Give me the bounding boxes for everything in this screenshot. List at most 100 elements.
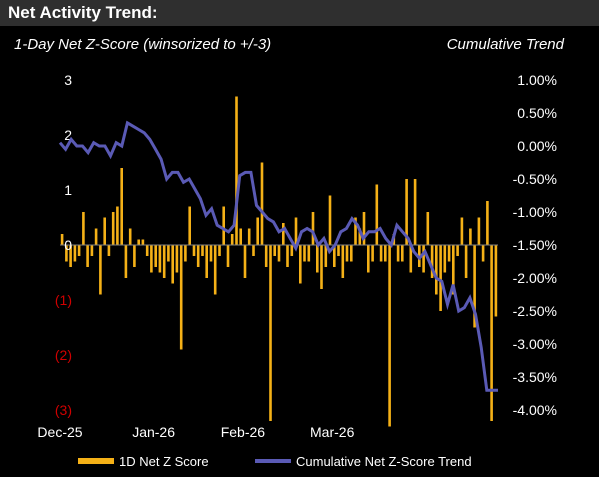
right-axis-tick-label: -3.00% [513, 336, 557, 352]
left-axis-ticks: 3 2 1 0 (1) (2) (3) [55, 72, 72, 418]
legend-bar-swatch [78, 458, 114, 464]
right-axis-tick-label: -0.50% [513, 171, 557, 187]
bar [337, 245, 340, 256]
bar [239, 228, 242, 245]
left-axis-subtitle: 1-Day Net Z-Score (winsorized to +/-3) [14, 36, 272, 53]
bar [405, 179, 408, 245]
bar [443, 245, 447, 273]
bar [401, 245, 404, 262]
bar [375, 184, 379, 245]
bar [188, 206, 191, 245]
bar [192, 245, 196, 256]
bar [396, 245, 400, 262]
chart-title: Net Activity Trend: [8, 3, 158, 22]
left-axis-tick-label: (2) [55, 347, 72, 363]
x-axis-tick-label: Feb-26 [221, 424, 266, 440]
bar [184, 245, 187, 262]
bar [65, 245, 68, 262]
bar [494, 245, 498, 317]
bar [150, 245, 153, 273]
bar [320, 245, 323, 289]
bar [290, 245, 294, 256]
bar [456, 245, 459, 256]
cumulative-trend-line [58, 120, 498, 392]
bar [73, 245, 77, 262]
bar [252, 245, 255, 256]
left-axis-tick-label: (3) [55, 402, 72, 418]
bar [103, 217, 106, 245]
bar [469, 228, 472, 245]
bar [307, 245, 311, 262]
bar [379, 245, 383, 262]
bar [137, 239, 140, 245]
bar [171, 245, 174, 284]
left-axis-tick-label: 0 [64, 237, 72, 253]
bar [264, 245, 268, 267]
bar [179, 245, 183, 350]
bar [422, 245, 425, 273]
bar [158, 245, 162, 273]
bar [124, 245, 128, 278]
legend-line-label: Cumulative Net Z-Score Trend [296, 454, 472, 469]
left-axis-tick-label: (1) [55, 292, 72, 308]
bar [490, 245, 493, 421]
x-axis-tick-label: Dec-25 [37, 424, 82, 440]
bar [473, 245, 476, 328]
bar [90, 245, 94, 256]
bar [145, 245, 149, 256]
bar [464, 245, 468, 278]
bar [452, 245, 455, 295]
x-axis-ticks: Dec-25 Jan-26 Feb-26 Mar-26 [37, 424, 354, 440]
bar [460, 217, 464, 245]
right-axis-tick-label: -2.00% [513, 270, 557, 286]
right-axis-tick-label: 0.00% [517, 138, 557, 154]
bar [324, 245, 328, 267]
bar [333, 245, 336, 267]
bar [99, 245, 102, 295]
bar [311, 212, 315, 245]
right-axis-subtitle: Cumulative Trend [446, 36, 564, 53]
bar [328, 195, 332, 245]
bar [209, 245, 213, 262]
bar [141, 239, 145, 245]
bar [82, 212, 85, 245]
bar [175, 245, 179, 273]
bar [243, 245, 247, 278]
bar [350, 245, 353, 262]
bar [128, 228, 132, 245]
bar [435, 245, 438, 295]
bar [447, 245, 451, 262]
bar [294, 217, 298, 245]
bar [60, 234, 64, 245]
bar [282, 223, 285, 245]
right-axis-tick-label: -1.50% [513, 237, 557, 253]
bar [230, 234, 234, 245]
bar [120, 168, 123, 245]
right-axis-tick-label: -3.50% [513, 369, 557, 385]
bar [162, 245, 166, 278]
bar [430, 245, 434, 278]
bar [154, 245, 157, 267]
bar [235, 96, 238, 245]
legend: 1D Net Z Score Cumulative Net Z-Score Tr… [78, 454, 472, 469]
bar [388, 245, 391, 427]
bar [222, 206, 225, 245]
bar [218, 245, 221, 256]
bar [367, 245, 370, 273]
x-axis-tick-label: Mar-26 [310, 424, 355, 440]
bar [358, 228, 362, 245]
bar [316, 245, 319, 273]
bar [273, 245, 276, 256]
bar [111, 212, 115, 245]
bar [69, 245, 72, 267]
bar [481, 245, 485, 262]
right-axis-tick-label: -4.00% [513, 402, 557, 418]
bar [226, 245, 230, 267]
left-axis-tick-label: 1 [64, 182, 72, 198]
bar [107, 245, 111, 256]
bar [341, 245, 345, 278]
bar [256, 217, 259, 245]
bars-group [60, 96, 498, 427]
bar [486, 201, 489, 245]
